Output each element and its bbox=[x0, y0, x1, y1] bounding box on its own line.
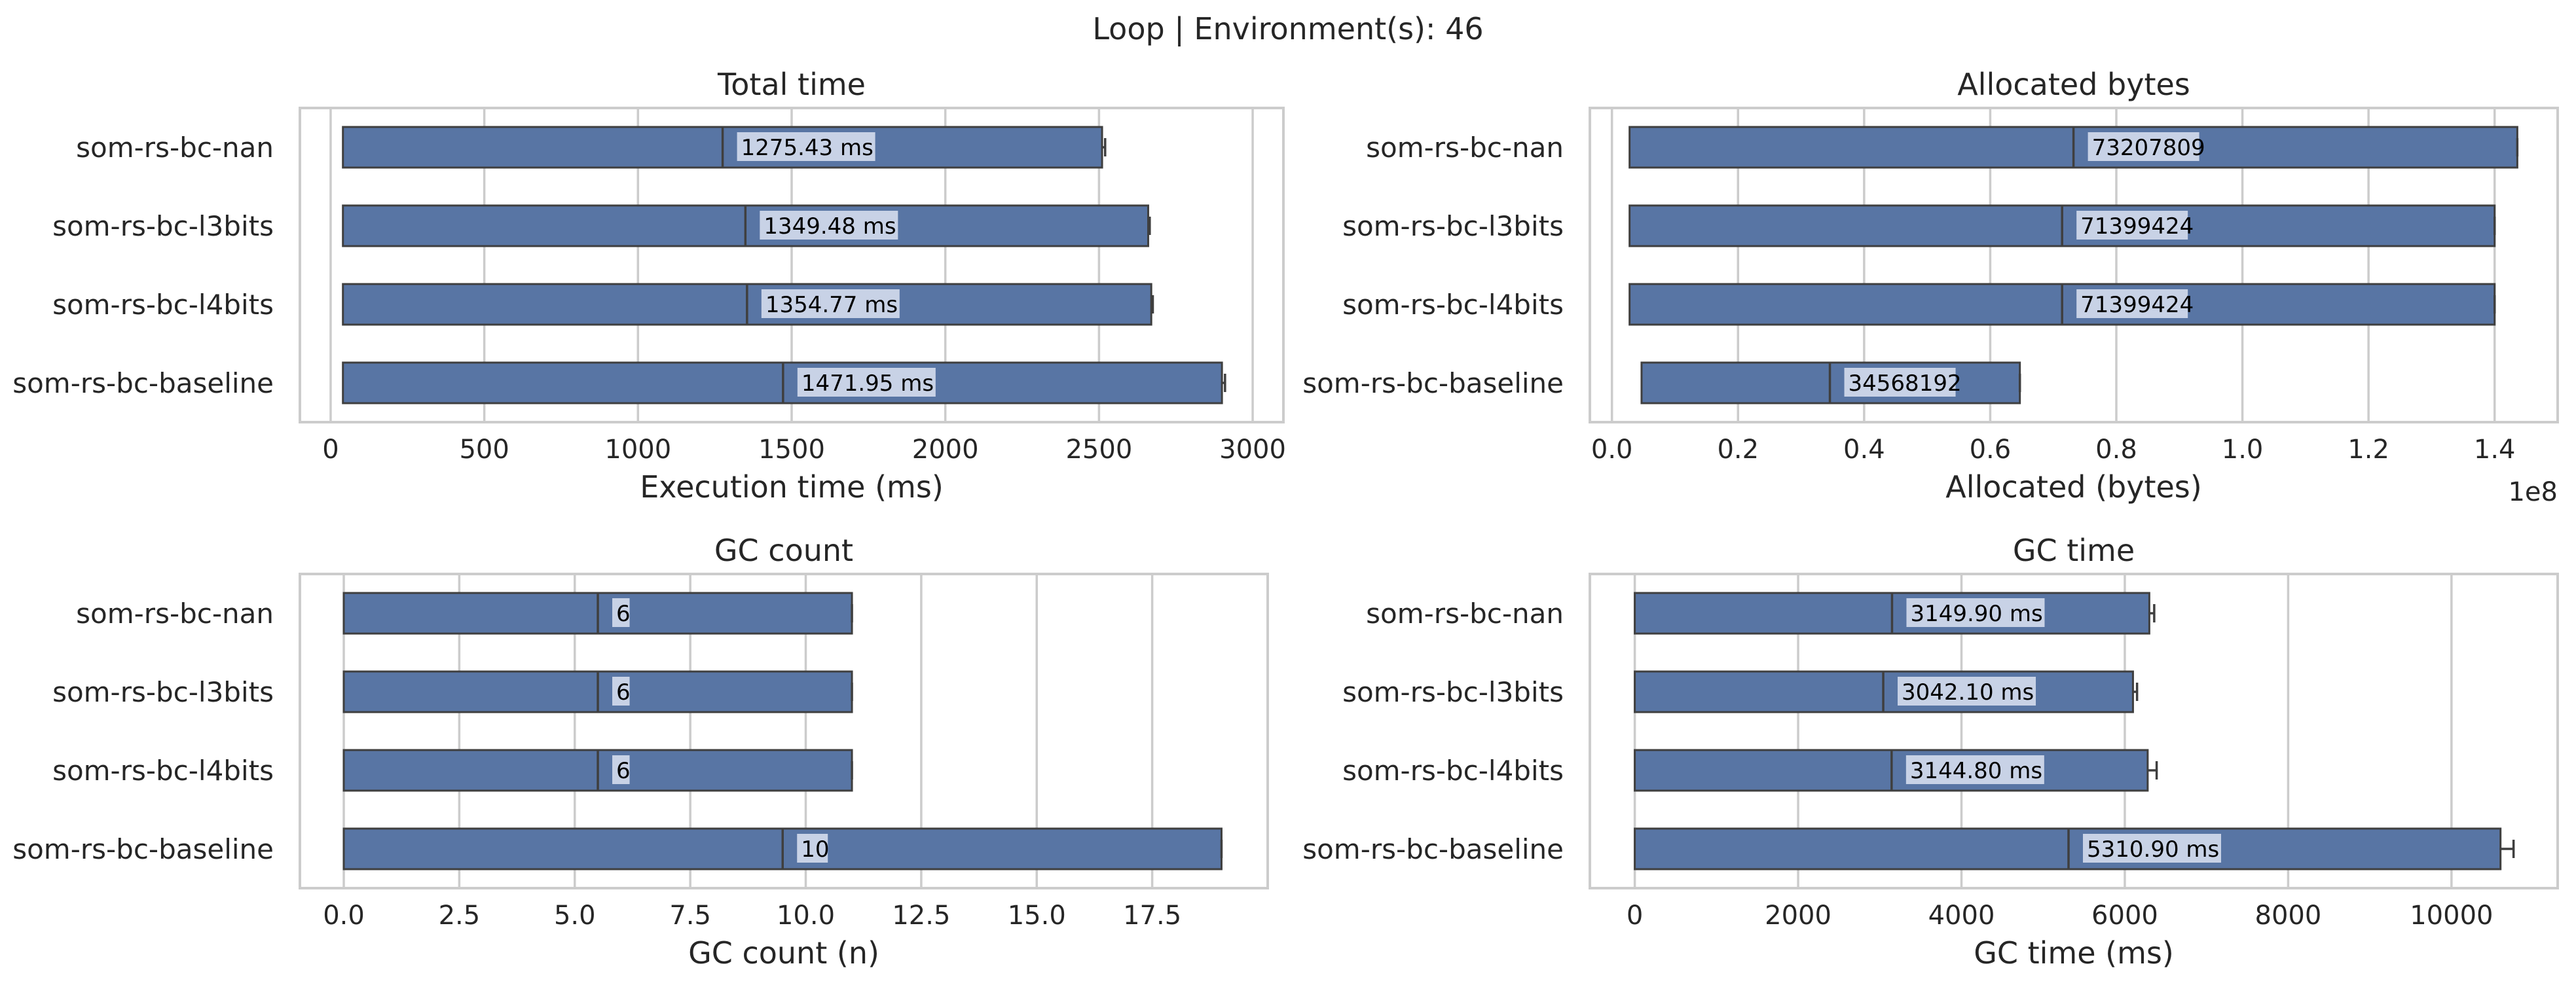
y-tick-label: som-rs-bc-nan bbox=[76, 132, 274, 164]
x-tick-label: 1.0 bbox=[2222, 435, 2264, 465]
x-tick-label: 2000 bbox=[1765, 901, 1831, 931]
x-tick-label: 2500 bbox=[1065, 435, 1132, 465]
data-label-box bbox=[612, 755, 630, 784]
y-tick-label: som-rs-bc-nan bbox=[1366, 132, 1564, 164]
y-tick-label: som-rs-bc-baseline bbox=[12, 833, 274, 865]
x-axis-label: Execution time (ms) bbox=[640, 469, 944, 505]
x-tick-label: 17.5 bbox=[1123, 901, 1181, 931]
data-label: 3042.10 ms bbox=[1902, 679, 2034, 706]
panel-3: 6 som-rs-bc-nan 6 som-rs-bc-l3bits 6 som-rs-b… bbox=[12, 533, 1269, 971]
y-tick-label: som-rs-bc-baseline bbox=[1302, 367, 1564, 399]
data-label-box bbox=[2076, 211, 2188, 240]
y-tick-label: som-rs-bc-nan bbox=[76, 598, 274, 630]
y-tick-label: som-rs-bc-l3bits bbox=[1342, 210, 1564, 242]
y-tick-label: som-rs-bc-l4bits bbox=[52, 755, 274, 787]
x-tick-label: 0 bbox=[1627, 901, 1643, 931]
data-label: 6 bbox=[616, 758, 631, 784]
data-label-box bbox=[761, 289, 900, 318]
panel-1: 1275.43 ms som-rs-bc-nan 1349.48 ms som-rs-… bbox=[12, 67, 1286, 505]
x-tick-label: 500 bbox=[459, 435, 509, 465]
y-tick-label: som-rs-bc-baseline bbox=[1302, 833, 1564, 865]
x-tick-label: 2000 bbox=[912, 435, 979, 465]
x-tick-label: 2.5 bbox=[439, 901, 481, 931]
x-tick-label: 0.8 bbox=[2095, 435, 2137, 465]
data-label: 3144.80 ms bbox=[1910, 758, 2042, 784]
x-tick-label: 0.0 bbox=[323, 901, 365, 931]
x-tick-label: 10.0 bbox=[777, 901, 835, 931]
data-label-box bbox=[1905, 755, 2044, 784]
x-axis-label: GC time (ms) bbox=[1974, 935, 2174, 971]
data-label-box bbox=[737, 132, 875, 161]
x-tick-label: 3000 bbox=[1219, 435, 1286, 465]
data-label-box bbox=[1898, 677, 2036, 706]
x-tick-label: 0.0 bbox=[1591, 435, 1633, 465]
x-tick-label: 1000 bbox=[604, 435, 671, 465]
x-axis-label: Allocated (bytes) bbox=[1945, 469, 2201, 505]
data-label-box bbox=[797, 368, 936, 397]
y-tick-label: som-rs-bc-baseline bbox=[12, 367, 274, 399]
data-label: 73207809 bbox=[2092, 135, 2205, 161]
x-tick-label: 0.2 bbox=[1717, 435, 1759, 465]
x-tick-label: 7.5 bbox=[669, 901, 711, 931]
x-tick-label: 15.0 bbox=[1008, 901, 1066, 931]
data-label: 1471.95 ms bbox=[801, 370, 934, 397]
x-tick-label: 10000 bbox=[2410, 901, 2493, 931]
panel-title: GC count bbox=[714, 533, 853, 568]
data-label: 3149.90 ms bbox=[1910, 601, 2042, 627]
plot-frame bbox=[1589, 107, 2559, 423]
data-label: 5310.90 ms bbox=[2087, 836, 2219, 863]
data-label-box bbox=[612, 677, 630, 706]
data-label: 10 bbox=[801, 836, 829, 863]
x-tick-label: 1.4 bbox=[2474, 435, 2516, 465]
data-label: 71399424 bbox=[2080, 292, 2194, 318]
plot-frame bbox=[1589, 573, 2559, 889]
data-label: 6 bbox=[616, 679, 631, 706]
panel-title: Total time bbox=[717, 67, 866, 102]
panel-2: 73207809 som-rs-bc-nan 71399424 som-rs-bc-l… bbox=[1302, 67, 2559, 507]
y-tick-label: som-rs-bc-l4bits bbox=[1342, 755, 1564, 787]
data-label-box bbox=[2083, 834, 2222, 863]
data-label: 1349.48 ms bbox=[764, 213, 896, 240]
y-tick-label: som-rs-bc-nan bbox=[1366, 598, 1564, 630]
data-label-box bbox=[1844, 368, 1956, 397]
x-tick-label: 6000 bbox=[2091, 901, 2158, 931]
y-tick-label: som-rs-bc-l4bits bbox=[1342, 289, 1564, 321]
x-tick-label: 8000 bbox=[2255, 901, 2322, 931]
panel-title: GC time bbox=[2013, 533, 2135, 568]
x-tick-label: 0.6 bbox=[1970, 435, 2012, 465]
chart-suptitle: Loop | Environment(s): 46 bbox=[1092, 11, 1483, 47]
data-label-box bbox=[760, 211, 898, 240]
data-label-box bbox=[797, 834, 828, 863]
panel-title: Allocated bytes bbox=[1957, 67, 2190, 102]
panel-4: 3149.90 ms som-rs-bc-nan 3042.10 ms som-rs-… bbox=[1302, 533, 2559, 971]
data-label-box bbox=[1906, 598, 2045, 627]
y-tick-label: som-rs-bc-l4bits bbox=[52, 289, 274, 321]
y-tick-label: som-rs-bc-l3bits bbox=[52, 676, 274, 708]
plot-frame bbox=[299, 107, 1285, 423]
plot-frame bbox=[299, 573, 1269, 889]
x-tick-label: 0.4 bbox=[1843, 435, 1885, 465]
x-tick-label: 1500 bbox=[758, 435, 825, 465]
data-label-box bbox=[612, 598, 630, 627]
data-label-box bbox=[2076, 289, 2188, 318]
x-tick-label: 5.0 bbox=[554, 901, 596, 931]
data-label-box bbox=[2088, 132, 2199, 161]
data-label: 1354.77 ms bbox=[765, 292, 898, 318]
data-label: 71399424 bbox=[2080, 213, 2194, 240]
axis-offset-label: 1e8 bbox=[2508, 477, 2558, 507]
data-label: 6 bbox=[616, 601, 631, 627]
x-tick-label: 1.2 bbox=[2347, 435, 2389, 465]
x-tick-label: 12.5 bbox=[892, 901, 950, 931]
y-tick-label: som-rs-bc-l3bits bbox=[1342, 676, 1564, 708]
y-tick-label: som-rs-bc-l3bits bbox=[52, 210, 274, 242]
x-tick-label: 4000 bbox=[1928, 901, 1995, 931]
x-tick-label: 0 bbox=[322, 435, 339, 465]
data-label: 34568192 bbox=[1849, 370, 1962, 397]
data-label: 1275.43 ms bbox=[741, 135, 874, 161]
x-axis-label: GC count (n) bbox=[688, 935, 879, 971]
